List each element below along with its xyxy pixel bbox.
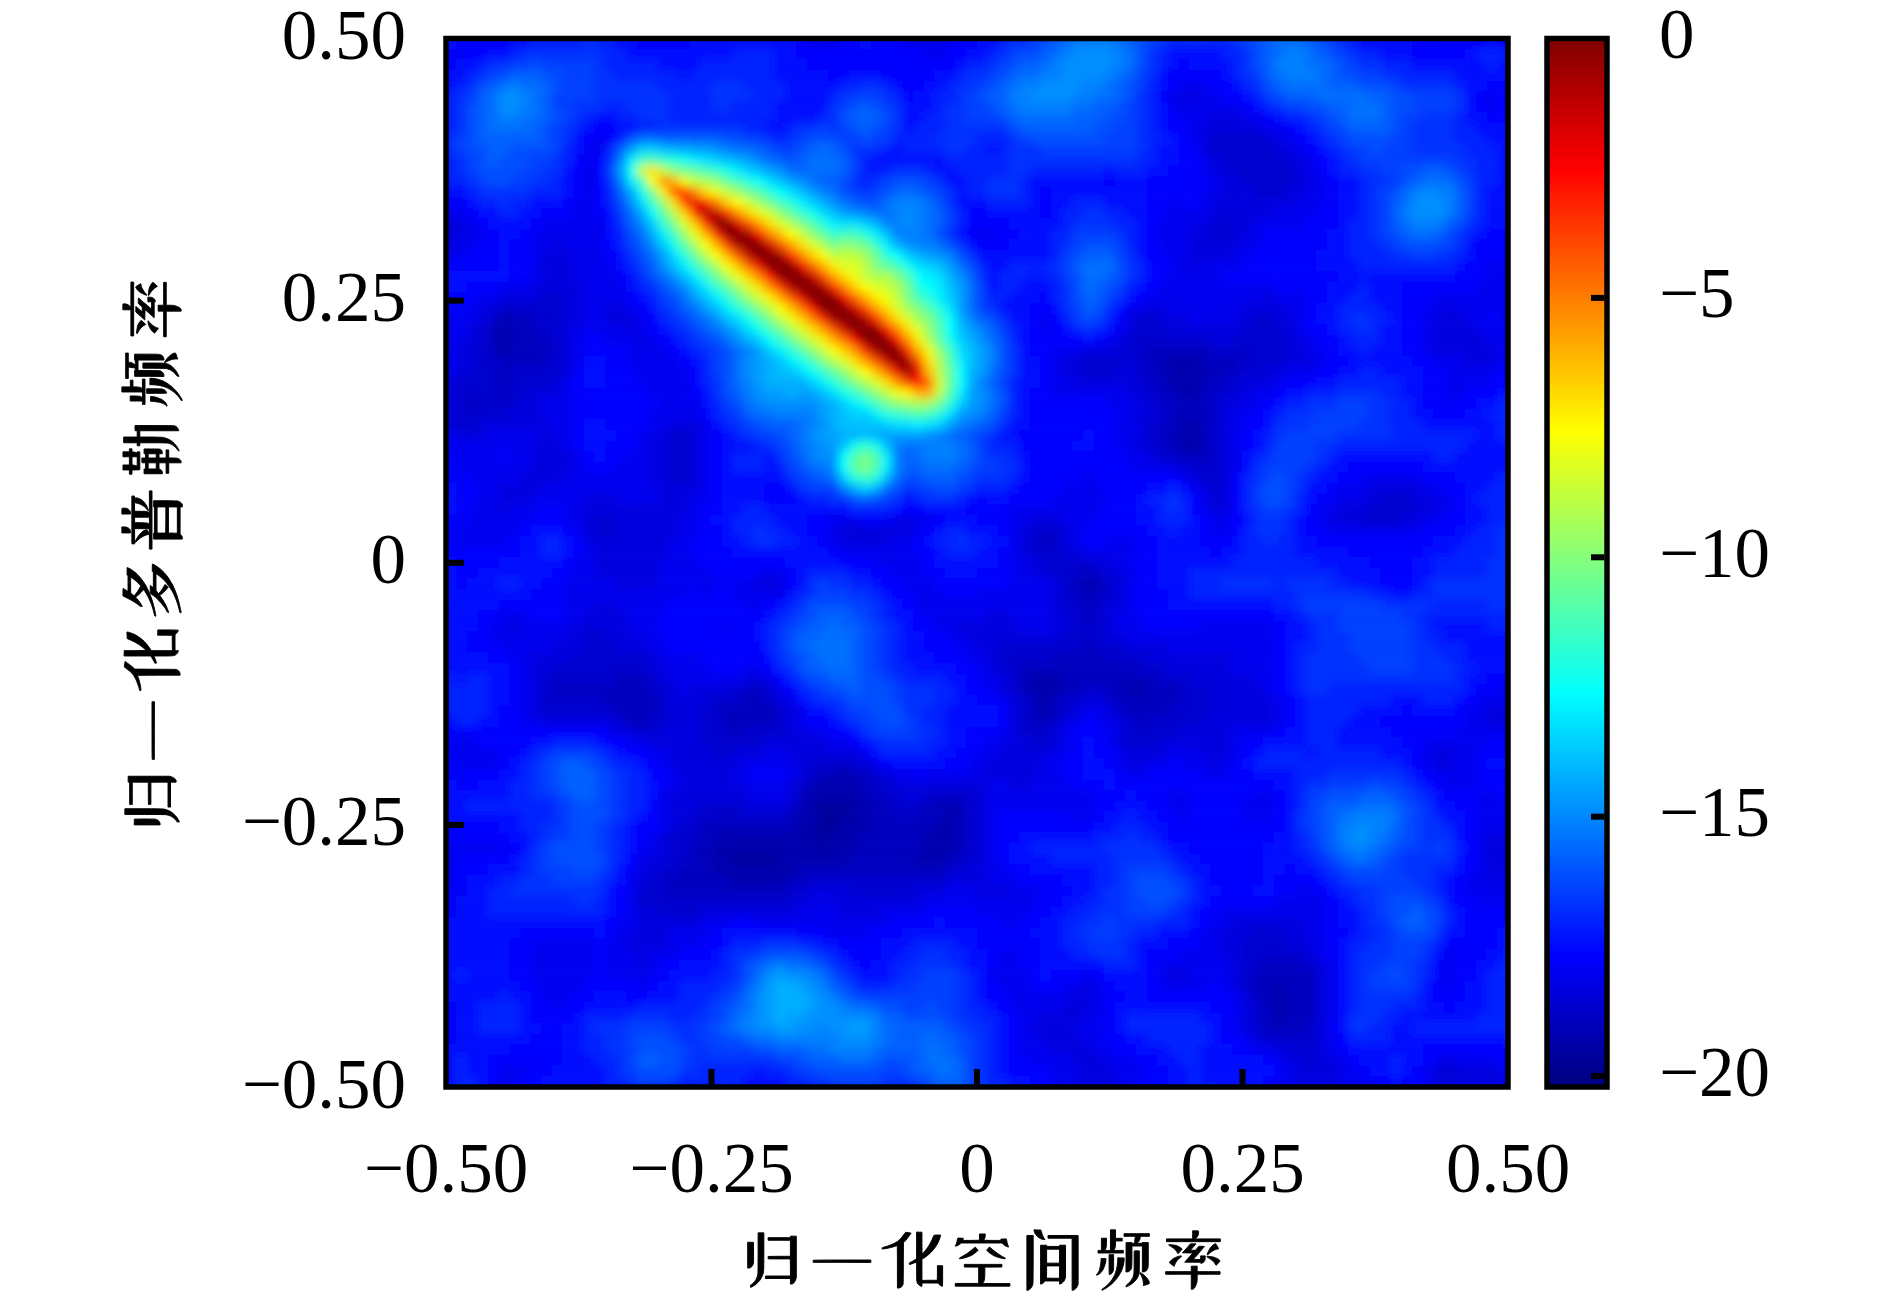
svg-text:−20: −20 bbox=[1659, 1033, 1770, 1111]
svg-text:−0.50: −0.50 bbox=[242, 1045, 406, 1123]
svg-text:−15: −15 bbox=[1659, 773, 1770, 851]
svg-text:−0.50: −0.50 bbox=[364, 1129, 528, 1207]
svg-text:−0.25: −0.25 bbox=[629, 1129, 793, 1207]
svg-text:0.50: 0.50 bbox=[1446, 1129, 1570, 1207]
svg-text:0: 0 bbox=[959, 1129, 995, 1207]
svg-text:−5: −5 bbox=[1659, 254, 1735, 332]
svg-text:0.25: 0.25 bbox=[1180, 1129, 1304, 1207]
svg-text:−10: −10 bbox=[1659, 514, 1770, 592]
svg-text:0: 0 bbox=[1659, 0, 1695, 73]
svg-text:0.50: 0.50 bbox=[282, 0, 406, 74]
svg-text:0: 0 bbox=[371, 520, 407, 598]
svg-text:−0.25: −0.25 bbox=[242, 782, 406, 860]
svg-text:0.25: 0.25 bbox=[282, 258, 406, 336]
